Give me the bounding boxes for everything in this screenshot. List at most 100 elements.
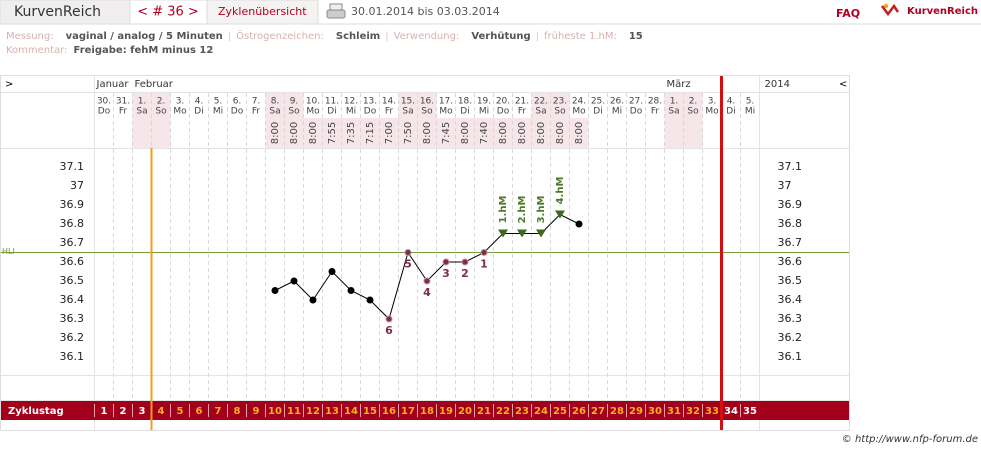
y-tick-label-right: 37.1 [778, 160, 803, 173]
overview-link[interactable]: Zyklenübersicht [218, 5, 307, 18]
hm-label: 1.hM [498, 196, 509, 224]
cycle-day: 17 [401, 406, 415, 417]
y-tick-label: 36.6 [60, 255, 85, 268]
weekday-label: Sa [269, 107, 280, 117]
cycle-day: 28 [610, 406, 624, 417]
faq-link[interactable]: FAQ [836, 7, 860, 20]
cycle-day: 30 [648, 406, 662, 417]
info-value: Verhütung [471, 31, 530, 42]
info-label: Messung: [6, 31, 54, 42]
weekday-label: Mi [745, 107, 755, 117]
info-label: Östrogenzeichen: [236, 29, 324, 42]
time-cell [569, 118, 589, 148]
cycle-day: 3 [139, 406, 146, 417]
weekend-cell [664, 93, 684, 148]
time-cell [474, 118, 494, 148]
weekday-label: Fr [119, 107, 128, 117]
cycle-day: 6 [196, 406, 203, 417]
weekday-label: Fr [252, 107, 261, 117]
month-label: Januar [96, 79, 130, 90]
y-tick-label: 36.5 [60, 274, 85, 287]
time-label: 7:45 [441, 122, 452, 144]
overview-box[interactable] [206, 0, 319, 25]
y-tick-label-right: 36.7 [778, 236, 803, 249]
comment: Freigabe: fehM minus 12 [74, 45, 214, 56]
weekend-cell [550, 93, 570, 148]
cycle-day: 26 [572, 406, 586, 417]
time-cell [493, 118, 513, 148]
weekday-label: So [155, 107, 167, 117]
cycle-day: 16 [382, 406, 396, 417]
date-label: 9. [290, 97, 299, 107]
weekday-label: So [421, 107, 433, 117]
brand: KurvenReich [907, 6, 978, 17]
month-label: Februar [135, 79, 174, 90]
info-label: früheste 1.hM: [544, 31, 617, 42]
weekday-label: Mi [213, 107, 223, 117]
nav-next[interactable]: < [839, 79, 847, 90]
date-label: 6. [233, 97, 242, 107]
printer-icon[interactable] [326, 3, 346, 19]
count-point [423, 277, 431, 285]
weekend-cell [417, 93, 437, 148]
info-value: Schleim [336, 31, 380, 42]
date-label: 19. [477, 97, 491, 107]
date-label: 4. [195, 97, 204, 107]
date-label: 21. [515, 97, 529, 107]
time-cell [341, 118, 361, 148]
weekday-label: So [288, 107, 300, 117]
cycle-day: 20 [458, 406, 472, 417]
date-label: 1. [670, 97, 679, 107]
hm-marker [517, 229, 527, 238]
weekday-label: Mo [572, 107, 586, 117]
temperature-point [271, 287, 279, 294]
date-label: 13. [363, 97, 377, 107]
weekday-label: Do [497, 107, 510, 117]
y-tick-label-right: 36.2 [778, 331, 803, 344]
cycle-day: 18 [420, 406, 434, 417]
time-label: 7:15 [365, 122, 376, 144]
date-label: 4. [727, 97, 736, 107]
date-label: 5. [746, 97, 755, 107]
cycle-day: 1 [101, 406, 108, 417]
time-cell [436, 118, 456, 148]
separator: | [385, 31, 388, 42]
y-tick-label: 37.1 [60, 160, 85, 173]
cycle-day: 13 [325, 406, 339, 417]
weekday-label: Fr [518, 107, 527, 117]
weekday-label: Di [194, 107, 203, 117]
date-label: 23. [553, 97, 567, 107]
cycle-day: 5 [177, 406, 184, 417]
temperature-point [575, 220, 583, 228]
count-point [385, 315, 393, 323]
weekend-cell [683, 93, 703, 148]
y-tick-label: 36.2 [60, 331, 85, 344]
count-point [442, 258, 450, 266]
count-label: 2 [461, 267, 469, 280]
y-tick-label-right: 36.3 [778, 312, 803, 325]
time-cell [512, 118, 532, 148]
weekday-label: Di [726, 107, 735, 117]
temperature-point [290, 277, 298, 285]
comment-label: Kommentar: [6, 45, 68, 56]
nav-prev[interactable]: > [5, 79, 13, 90]
weekday-label: Mi [612, 107, 622, 117]
cycle-nav[interactable]: < # 36 > [137, 5, 199, 20]
date-label: 3. [708, 97, 717, 107]
weekday-label: Sa [402, 107, 413, 117]
copyright: © http://www.nfp-forum.de [842, 434, 978, 445]
info-value: 15 [629, 31, 643, 42]
count-point [480, 249, 488, 256]
count-point [404, 249, 412, 256]
y-tick-label: 36.4 [60, 293, 85, 306]
date-label: 12. [344, 97, 358, 107]
weekday-label: Di [593, 107, 602, 117]
temperature-point [328, 268, 336, 275]
time-label: 7:55 [327, 122, 338, 144]
weekday-label: Di [460, 107, 469, 117]
weekday-label: Sa [535, 107, 546, 117]
year: 2014 [765, 79, 790, 90]
y-tick-label-right: 36.1 [778, 350, 803, 363]
weekday-label: Sa [136, 107, 147, 117]
